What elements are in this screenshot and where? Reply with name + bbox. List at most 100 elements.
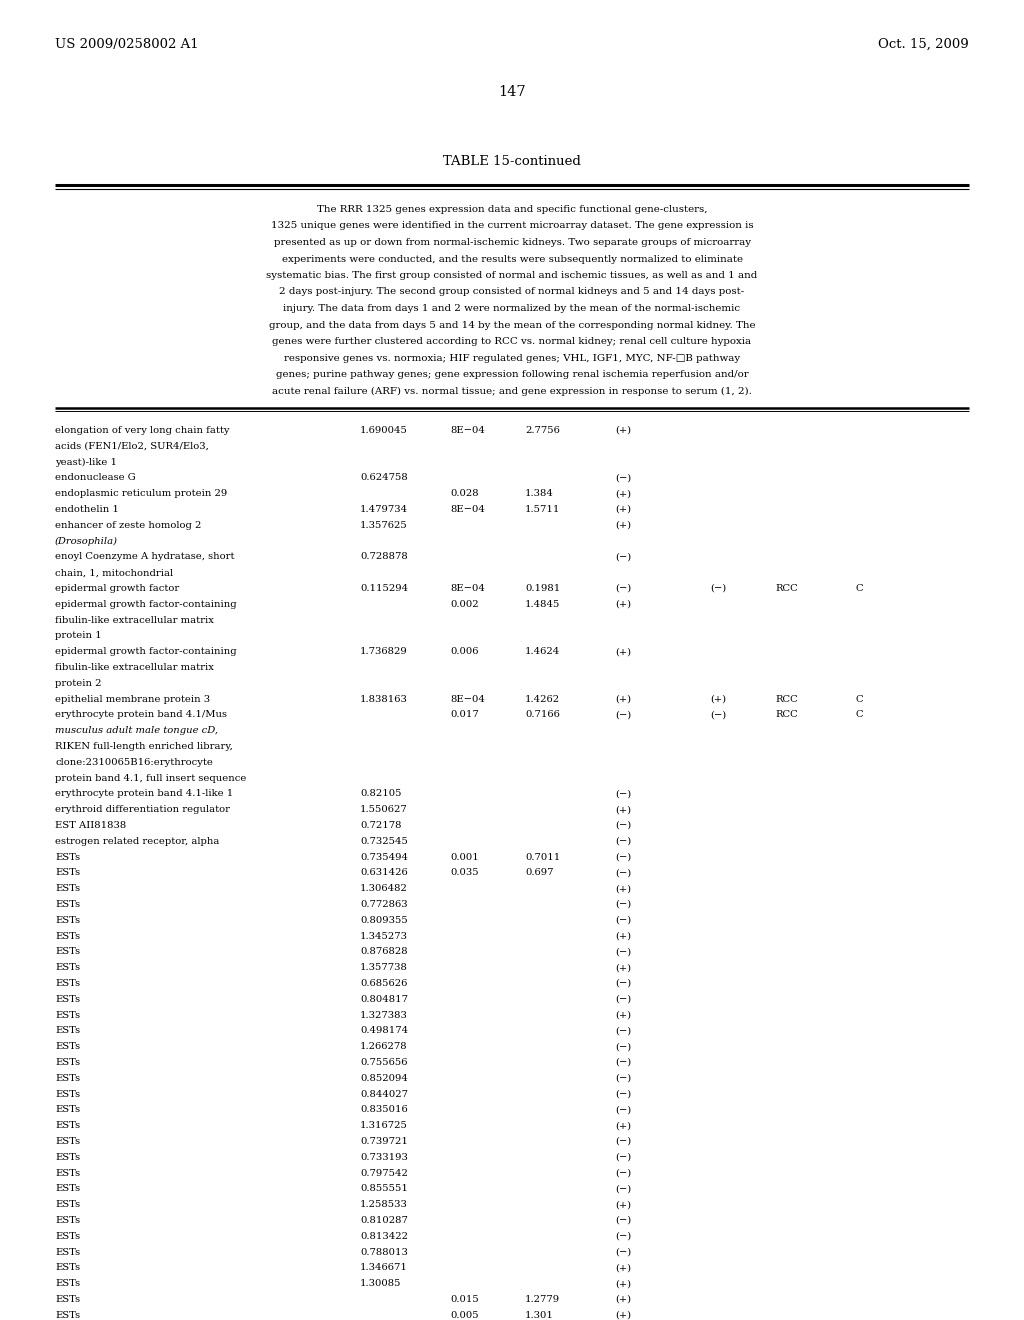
- Text: (−): (−): [615, 869, 631, 878]
- Text: (−): (−): [615, 1247, 631, 1257]
- Text: 0.82105: 0.82105: [360, 789, 401, 799]
- Text: TABLE 15-continued: TABLE 15-continued: [443, 154, 581, 168]
- Text: ESTs: ESTs: [55, 900, 80, 909]
- Text: C: C: [855, 694, 862, 704]
- Text: ESTs: ESTs: [55, 1232, 80, 1241]
- Text: 1.316725: 1.316725: [360, 1121, 408, 1130]
- Text: (+): (+): [615, 1011, 631, 1019]
- Text: ESTs: ESTs: [55, 948, 80, 957]
- Text: (−): (−): [615, 900, 631, 909]
- Text: (−): (−): [710, 583, 726, 593]
- Text: ESTs: ESTs: [55, 1311, 80, 1320]
- Text: protein 1: protein 1: [55, 631, 101, 640]
- Text: yeast)-like 1: yeast)-like 1: [55, 458, 117, 467]
- Text: 0.697: 0.697: [525, 869, 554, 878]
- Text: The RRR 1325 genes expression data and specific functional gene-clusters,: The RRR 1325 genes expression data and s…: [316, 205, 708, 214]
- Text: ESTs: ESTs: [55, 1137, 80, 1146]
- Text: 0.788013: 0.788013: [360, 1247, 408, 1257]
- Text: 1.327383: 1.327383: [360, 1011, 408, 1019]
- Text: (−): (−): [615, 1073, 631, 1082]
- Text: (+): (+): [710, 694, 726, 704]
- Text: (−): (−): [615, 916, 631, 925]
- Text: 0.876828: 0.876828: [360, 948, 408, 957]
- Text: 0.772863: 0.772863: [360, 900, 408, 909]
- Text: (−): (−): [615, 710, 631, 719]
- Text: C: C: [855, 583, 862, 593]
- Text: ESTs: ESTs: [55, 932, 80, 941]
- Text: genes were further clustered according to RCC vs. normal kidney; renal cell cult: genes were further clustered according t…: [272, 337, 752, 346]
- Text: injury. The data from days 1 and 2 were normalized by the mean of the normal-isc: injury. The data from days 1 and 2 were …: [284, 304, 740, 313]
- Text: 1.30085: 1.30085: [360, 1279, 401, 1288]
- Text: fibulin-like extracellular matrix: fibulin-like extracellular matrix: [55, 615, 214, 624]
- Text: 0.017: 0.017: [450, 710, 479, 719]
- Text: (+): (+): [615, 521, 631, 529]
- Text: presented as up or down from normal-ischemic kidneys. Two separate groups of mic: presented as up or down from normal-isch…: [273, 238, 751, 247]
- Text: (+): (+): [615, 1200, 631, 1209]
- Text: ESTs: ESTs: [55, 1295, 80, 1304]
- Text: 0.115294: 0.115294: [360, 583, 409, 593]
- Text: 0.015: 0.015: [450, 1295, 479, 1304]
- Text: (−): (−): [615, 1137, 631, 1146]
- Text: (+): (+): [615, 1263, 631, 1272]
- Text: epidermal growth factor-containing: epidermal growth factor-containing: [55, 647, 237, 656]
- Text: (−): (−): [615, 1232, 631, 1241]
- Text: 0.835016: 0.835016: [360, 1105, 408, 1114]
- Text: 1.5711: 1.5711: [525, 506, 560, 513]
- Text: (+): (+): [615, 1121, 631, 1130]
- Text: elongation of very long chain fatty: elongation of very long chain fatty: [55, 426, 229, 436]
- Text: (−): (−): [615, 1043, 631, 1051]
- Text: 2.7756: 2.7756: [525, 426, 560, 436]
- Text: 0.7166: 0.7166: [525, 710, 560, 719]
- Text: ESTs: ESTs: [55, 869, 80, 878]
- Text: (−): (−): [615, 583, 631, 593]
- Text: 8E−04: 8E−04: [450, 583, 485, 593]
- Text: 1.357738: 1.357738: [360, 964, 408, 973]
- Text: 0.735494: 0.735494: [360, 853, 408, 862]
- Text: (−): (−): [615, 789, 631, 799]
- Text: ESTs: ESTs: [55, 1247, 80, 1257]
- Text: 1.2779: 1.2779: [525, 1295, 560, 1304]
- Text: epithelial membrane protein 3: epithelial membrane protein 3: [55, 694, 210, 704]
- Text: 1.4845: 1.4845: [525, 599, 560, 609]
- Text: 0.005: 0.005: [450, 1311, 478, 1320]
- Text: 1.690045: 1.690045: [360, 426, 408, 436]
- Text: (−): (−): [615, 1105, 631, 1114]
- Text: 0.624758: 0.624758: [360, 474, 408, 482]
- Text: 0.813422: 0.813422: [360, 1232, 408, 1241]
- Text: enoyl Coenzyme A hydratase, short: enoyl Coenzyme A hydratase, short: [55, 552, 234, 561]
- Text: systematic bias. The first group consisted of normal and ischemic tissues, as we: systematic bias. The first group consist…: [266, 271, 758, 280]
- Text: (−): (−): [615, 979, 631, 987]
- Text: 0.001: 0.001: [450, 853, 479, 862]
- Text: (+): (+): [615, 964, 631, 973]
- Text: 1.357625: 1.357625: [360, 521, 408, 529]
- Text: (+): (+): [615, 884, 631, 894]
- Text: ESTs: ESTs: [55, 1011, 80, 1019]
- Text: EST AII81838: EST AII81838: [55, 821, 126, 830]
- Text: 1.306482: 1.306482: [360, 884, 408, 894]
- Text: 8E−04: 8E−04: [450, 694, 485, 704]
- Text: (+): (+): [615, 694, 631, 704]
- Text: ESTs: ESTs: [55, 1152, 80, 1162]
- Text: 1.838163: 1.838163: [360, 694, 408, 704]
- Text: erythrocyte protein band 4.1-like 1: erythrocyte protein band 4.1-like 1: [55, 789, 233, 799]
- Text: ESTs: ESTs: [55, 1184, 80, 1193]
- Text: 0.028: 0.028: [450, 490, 478, 498]
- Text: (−): (−): [615, 837, 631, 846]
- Text: 0.1981: 0.1981: [525, 583, 560, 593]
- Text: 0.809355: 0.809355: [360, 916, 408, 925]
- Text: 0.7011: 0.7011: [525, 853, 560, 862]
- Text: 8E−04: 8E−04: [450, 506, 485, 513]
- Text: ESTs: ESTs: [55, 1121, 80, 1130]
- Text: enhancer of zeste homolog 2: enhancer of zeste homolog 2: [55, 521, 202, 529]
- Text: acids (FEN1/Elo2, SUR4/Elo3,: acids (FEN1/Elo2, SUR4/Elo3,: [55, 442, 209, 451]
- Text: ESTs: ESTs: [55, 1043, 80, 1051]
- Text: 147: 147: [499, 84, 525, 99]
- Text: (+): (+): [615, 1279, 631, 1288]
- Text: acute renal failure (ARF) vs. normal tissue; and gene expression in response to : acute renal failure (ARF) vs. normal tis…: [272, 387, 752, 396]
- Text: C: C: [855, 710, 862, 719]
- Text: (−): (−): [615, 1184, 631, 1193]
- Text: (−): (−): [615, 853, 631, 862]
- Text: (−): (−): [615, 821, 631, 830]
- Text: 1.4262: 1.4262: [525, 694, 560, 704]
- Text: 0.732545: 0.732545: [360, 837, 408, 846]
